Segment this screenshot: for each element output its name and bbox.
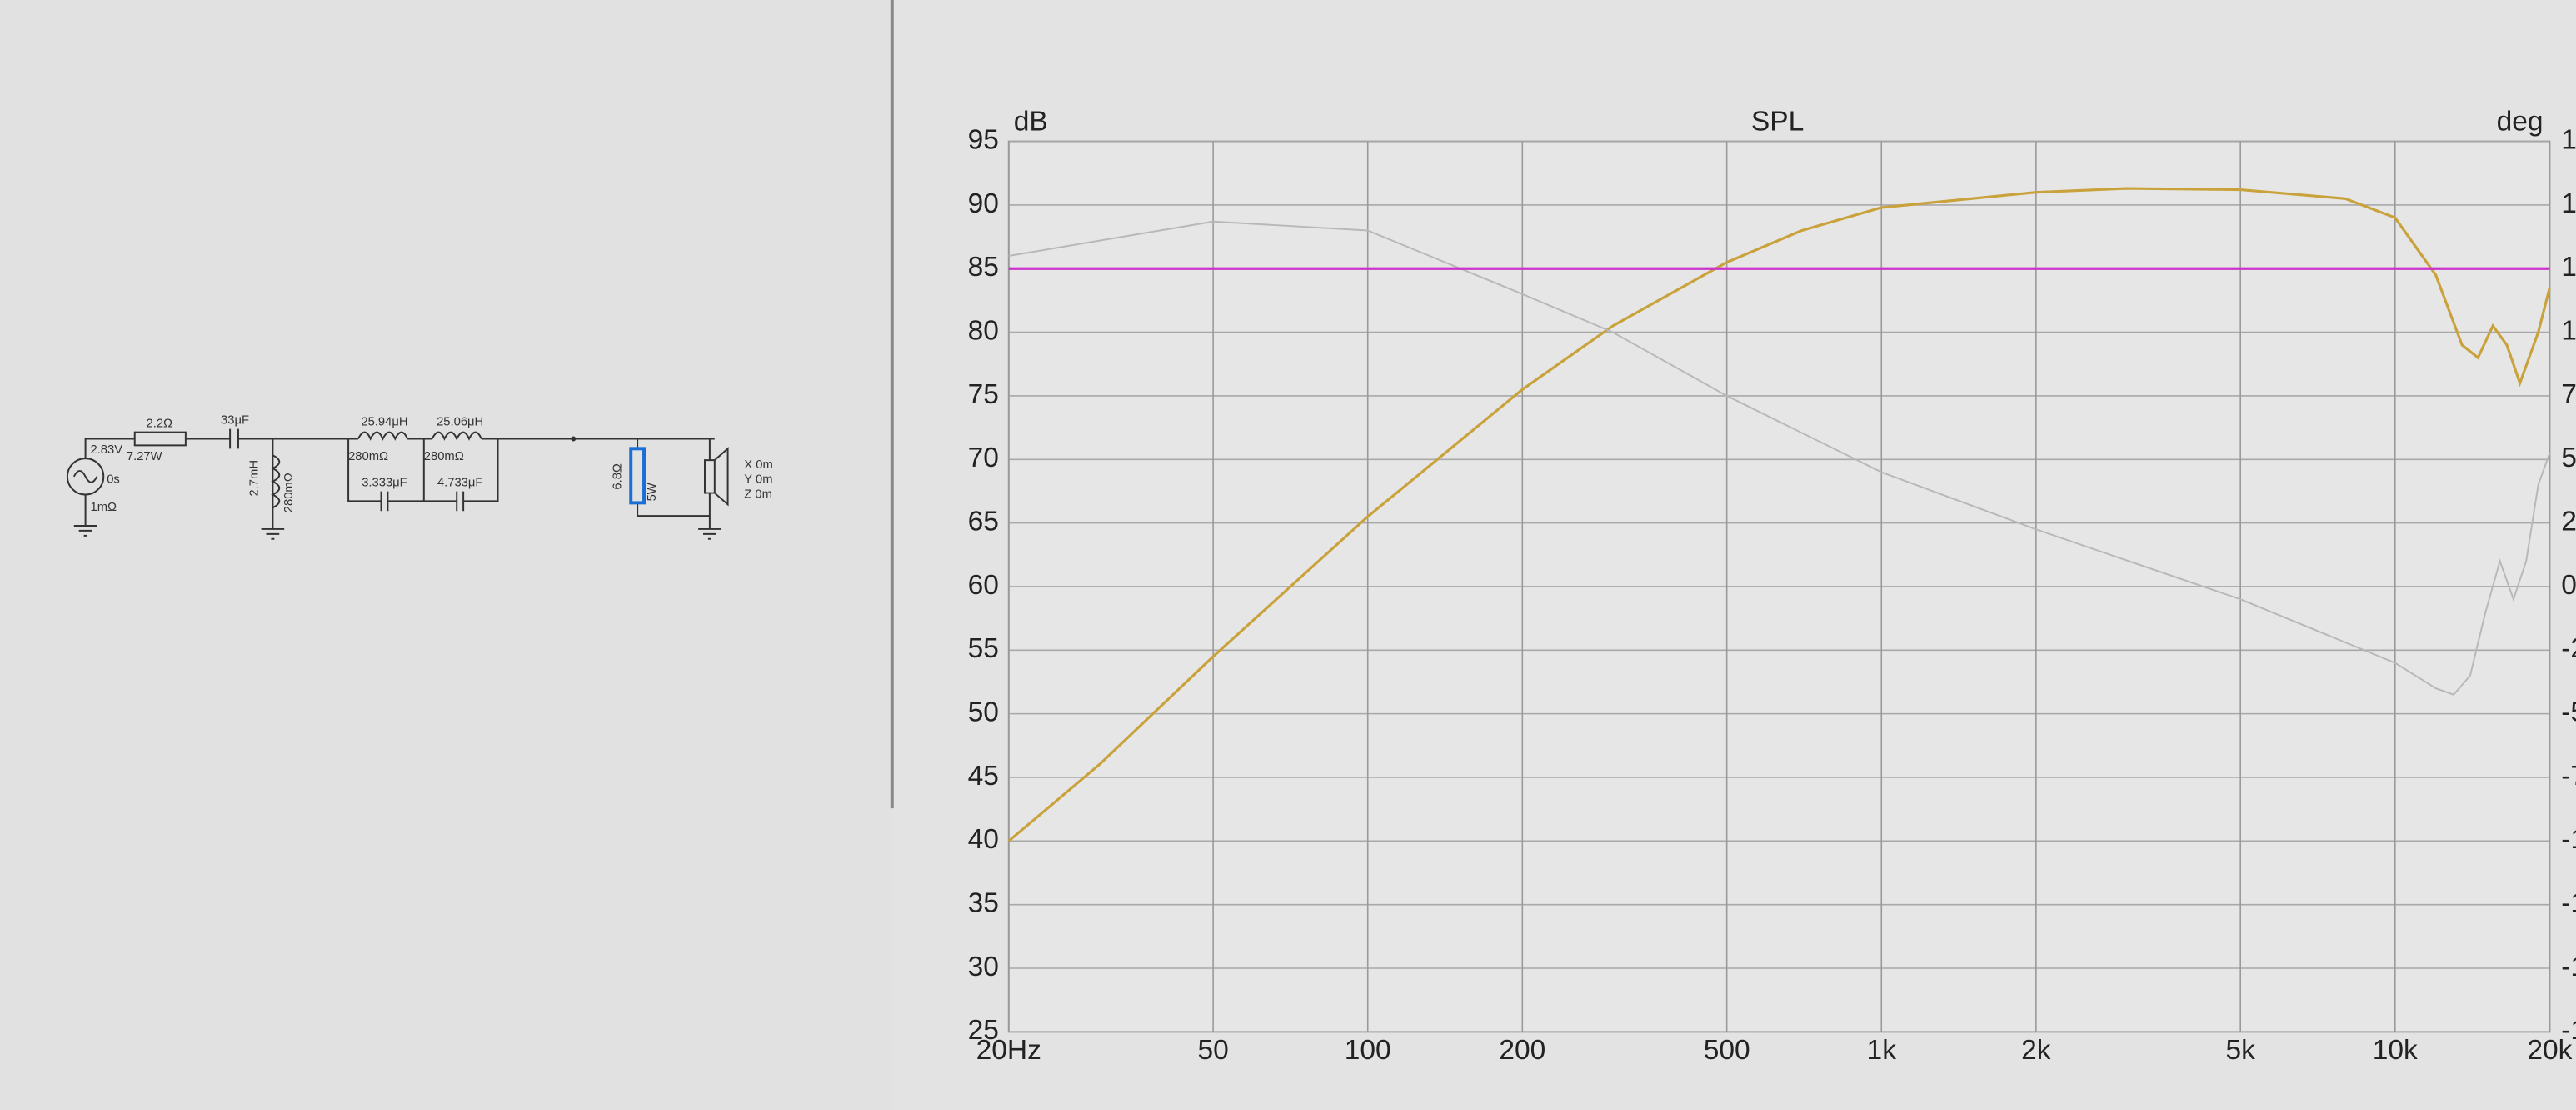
series-line bbox=[1008, 220, 2551, 696]
x-tick-label: 20Hz bbox=[976, 1035, 1041, 1066]
y2-tick-label: 175 bbox=[2561, 124, 2576, 155]
label: 2.83V bbox=[91, 443, 123, 457]
y-tick-label: 55 bbox=[968, 633, 999, 664]
label: X 0m bbox=[744, 458, 772, 472]
y-tick-label: 25 bbox=[968, 1015, 999, 1046]
label: Y 0m bbox=[744, 473, 772, 487]
label: 1mΩ bbox=[91, 501, 117, 514]
y-tick-label: 40 bbox=[968, 824, 999, 855]
y2-tick-label: -50 bbox=[2561, 697, 2576, 728]
label: 3.333μF bbox=[362, 477, 407, 490]
y2-tick-label: -100 bbox=[2561, 824, 2576, 855]
x-tick-label: 5k bbox=[2226, 1035, 2256, 1066]
resistor-selected[interactable] bbox=[629, 447, 646, 505]
y-axis-label: dB bbox=[1014, 107, 1048, 138]
x-tick-label: 20k bbox=[2527, 1035, 2572, 1066]
y-tick-label: 45 bbox=[968, 761, 999, 792]
y2-tick-label: -175 bbox=[2561, 1015, 2576, 1046]
label: 280mΩ bbox=[424, 450, 464, 463]
y2-tick-label: 25 bbox=[2561, 506, 2576, 537]
y2-tick-label: 125 bbox=[2561, 252, 2576, 282]
y2-tick-label: -75 bbox=[2561, 761, 2576, 792]
y-tick-label: 50 bbox=[968, 697, 999, 728]
node bbox=[571, 436, 577, 442]
grounds bbox=[73, 525, 721, 540]
label: 5W bbox=[646, 482, 659, 501]
y2-tick-label: 150 bbox=[2561, 188, 2576, 219]
label: 7.27W bbox=[127, 450, 162, 463]
y2-tick-label: -150 bbox=[2561, 952, 2576, 982]
series-line bbox=[1007, 187, 2551, 842]
label: 33μF bbox=[221, 414, 249, 428]
y-tick-label: 85 bbox=[968, 252, 999, 282]
source-wave bbox=[72, 469, 98, 483]
x-tick-label: 100 bbox=[1345, 1035, 1391, 1066]
label: 6.8Ω bbox=[611, 463, 624, 490]
label: 0s bbox=[107, 473, 120, 487]
schematic: 2.2Ω 33μF 2.83V 7.27W 0s 1mΩ 2.7mH 280mΩ… bbox=[66, 414, 773, 540]
y-tick-label: 95 bbox=[968, 124, 999, 155]
label: 4.733μF bbox=[437, 477, 482, 490]
y-tick-label: 30 bbox=[968, 952, 999, 982]
spl-chart: SPL dB deg 25 30 35 40 45 50 55 60 65 70 75 80 85 90 9… bbox=[968, 107, 2576, 1066]
capacitors bbox=[229, 428, 465, 512]
y-tick-label: 75 bbox=[968, 379, 999, 410]
label: 2.7mH bbox=[248, 460, 262, 497]
x-tick-label: 200 bbox=[1499, 1035, 1545, 1066]
x-tick-label: 2k bbox=[2021, 1035, 2051, 1066]
y2-tick-label: 100 bbox=[2561, 315, 2576, 346]
y-tick-label: 90 bbox=[968, 188, 999, 219]
label: Z 0m bbox=[744, 488, 772, 501]
label: 280mΩ bbox=[348, 450, 388, 463]
label: 25.94μH bbox=[361, 416, 407, 429]
y2-tick-label: 50 bbox=[2561, 442, 2576, 473]
inductors bbox=[271, 431, 482, 509]
resistor[interactable] bbox=[133, 431, 187, 447]
y2-tick-label: 0 bbox=[2561, 570, 2576, 601]
x-tick-label: 1k bbox=[1867, 1035, 1897, 1066]
y-tick-label: 60 bbox=[968, 570, 999, 601]
y-tick-label: 80 bbox=[968, 315, 999, 346]
chart-title: SPL bbox=[1751, 107, 1804, 138]
y-tick-label: 65 bbox=[968, 506, 999, 537]
y2-tick-label: -25 bbox=[2561, 633, 2576, 664]
label: 280mΩ bbox=[282, 472, 296, 512]
x-tick-label: 500 bbox=[1704, 1035, 1750, 1066]
y2-tick-label: -125 bbox=[2561, 888, 2576, 919]
label: 25.06μH bbox=[437, 416, 483, 429]
y-tick-label: 35 bbox=[968, 888, 999, 919]
y2-axis-label: deg bbox=[2497, 107, 2544, 138]
x-tick-label: 10k bbox=[2373, 1035, 2418, 1066]
wires bbox=[84, 438, 715, 529]
y2-tick-label: 75 bbox=[2561, 379, 2576, 410]
x-tick-label: 50 bbox=[1197, 1035, 1228, 1066]
label: 2.2Ω bbox=[147, 418, 173, 431]
speaker[interactable] bbox=[703, 447, 729, 507]
y-tick-label: 70 bbox=[968, 442, 999, 473]
